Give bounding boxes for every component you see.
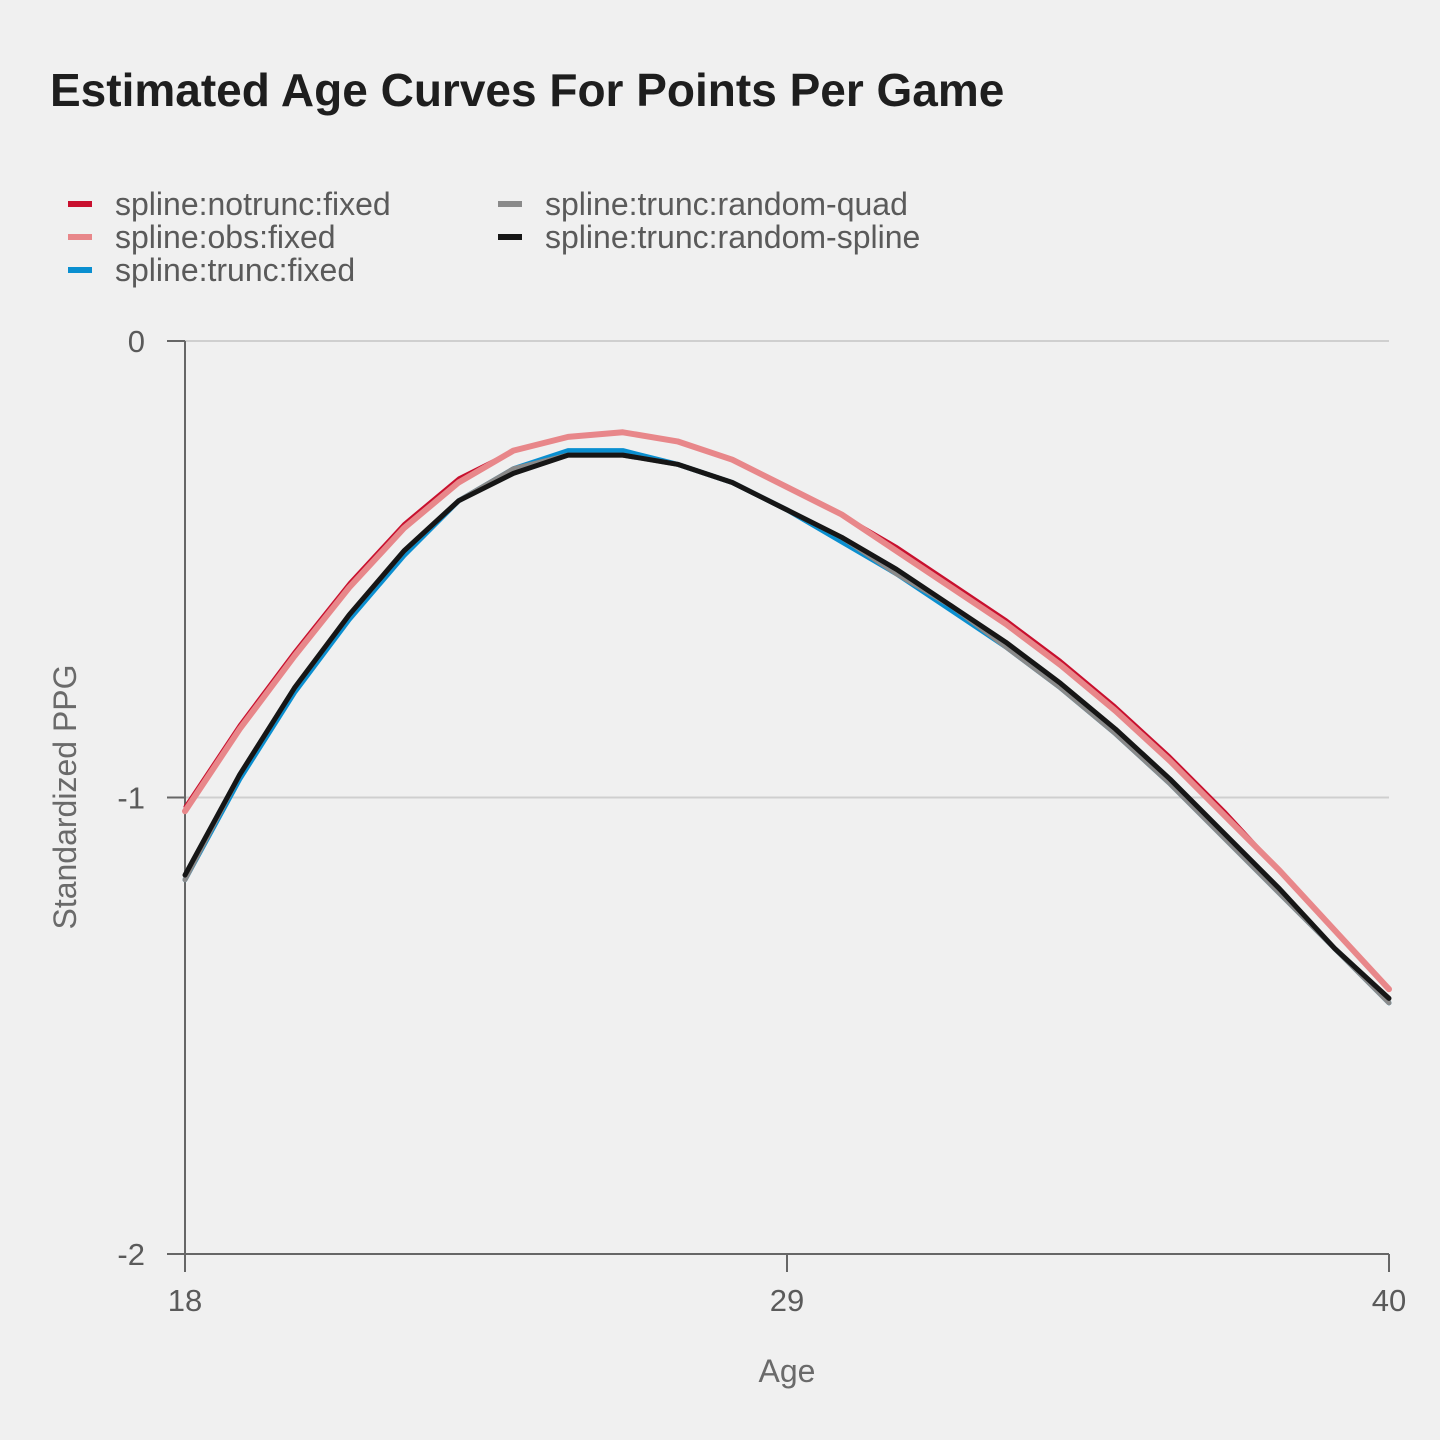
legend-item-3: spline:trunc:random-quad bbox=[498, 186, 908, 222]
legend-item-4: spline:trunc:random-spline bbox=[498, 219, 920, 255]
series-line-spline-notrunc-fixed bbox=[183, 430, 1391, 991]
y-axis-title: Standardized PPG bbox=[47, 664, 83, 929]
x-tick-label-1: 29 bbox=[770, 1283, 804, 1318]
legend: spline:notrunc:fixedspline:obs:fixedspli… bbox=[68, 186, 920, 288]
series-line-spline-trunc-random-quad bbox=[182, 452, 1392, 1006]
legend-label: spline:notrunc:fixed bbox=[115, 186, 391, 222]
legend-label: spline:trunc:random-spline bbox=[545, 219, 920, 255]
series-line-spline-trunc-fixed bbox=[182, 448, 1392, 1006]
y-tick-label-0: 0 bbox=[128, 324, 145, 359]
x-tick-label-2: 40 bbox=[1372, 1283, 1406, 1318]
legend-item-2: spline:trunc:fixed bbox=[68, 252, 355, 288]
legend-item-1: spline:obs:fixed bbox=[68, 219, 336, 255]
tick-labels: 0 -1 -2 18 29 40 bbox=[117, 324, 1406, 1318]
chart-title: Estimated Age Curves For Points Per Game bbox=[50, 64, 1004, 116]
x-axis-title: Age bbox=[759, 1353, 816, 1389]
axes bbox=[167, 340, 1390, 1272]
legend-label: spline:obs:fixed bbox=[115, 219, 336, 255]
series-line-spline-trunc-random-spline bbox=[182, 452, 1392, 1001]
legend-label: spline:trunc:random-quad bbox=[545, 186, 908, 222]
legend-item-0: spline:notrunc:fixed bbox=[68, 186, 391, 222]
x-tick-label-0: 18 bbox=[168, 1283, 202, 1318]
legend-label: spline:trunc:fixed bbox=[115, 252, 355, 288]
series-line-spline-obs-fixed bbox=[182, 429, 1392, 993]
y-tick-label-1: -1 bbox=[117, 781, 145, 816]
y-tick-label-2: -2 bbox=[117, 1237, 145, 1272]
series-group bbox=[182, 429, 1392, 1006]
